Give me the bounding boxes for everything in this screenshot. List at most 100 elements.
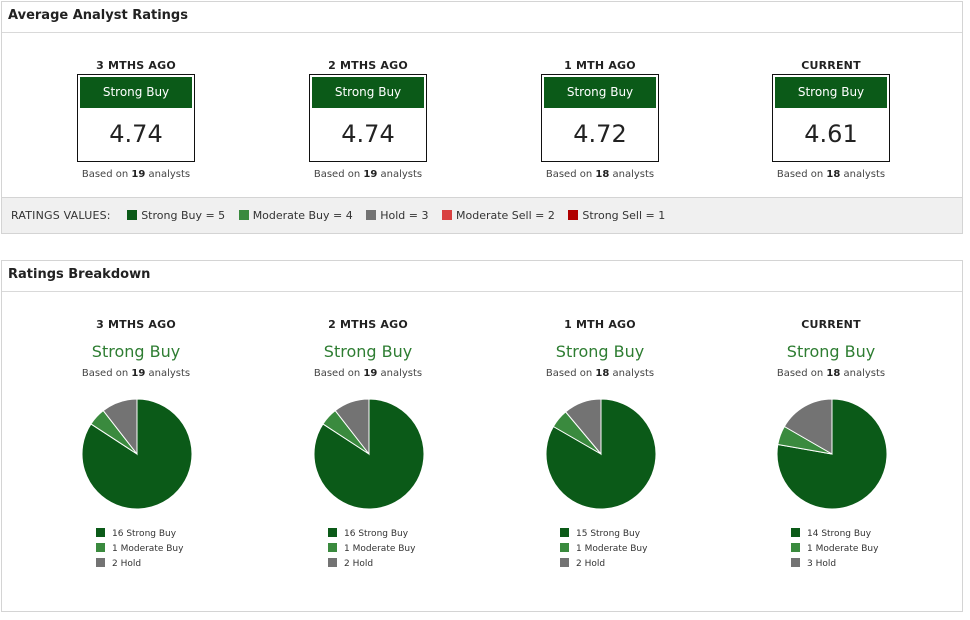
rating-score: 4.72	[573, 120, 627, 148]
pie-legend: 16 Strong Buy 1 Moderate Buy 2 Hold	[328, 528, 415, 573]
moderate-buy-swatch	[96, 543, 105, 552]
hold-swatch	[328, 558, 337, 567]
based-on-text: Based on 18 analysts	[545, 368, 655, 379]
period-label: 3 MTHS AGO	[96, 318, 176, 331]
legend-hold: 2 Hold	[560, 558, 647, 573]
strong-buy-swatch	[127, 210, 138, 220]
analyst-count: 19	[363, 368, 378, 379]
ratings-breakdown-panel: Ratings Breakdown 3 MTHS AGO Strong Buy …	[1, 260, 963, 612]
rating-label: Strong Buy	[775, 77, 887, 108]
analyst-count: 18	[826, 368, 841, 379]
pie-legend: 14 Strong Buy 1 Moderate Buy 3 Hold	[791, 528, 878, 573]
pie-chart	[313, 398, 425, 510]
rating-score: 4.74	[341, 120, 395, 148]
rating-label: Strong Buy	[555, 342, 645, 361]
analyst-count: 18	[595, 169, 610, 180]
period-label: 1 MTH AGO	[564, 318, 636, 331]
ratings-breakdown-title: Ratings Breakdown	[2, 261, 962, 292]
pie-chart	[776, 398, 888, 510]
strong-buy-swatch	[328, 528, 337, 537]
avg-col-1-month: 1 MTH AGO Strong Buy 4.72 Based on 18 an…	[500, 59, 700, 180]
pie-chart	[81, 398, 193, 510]
value-moderate-buy: Moderate Buy = 4	[238, 209, 353, 222]
legend-moderate-buy: 1 Moderate Buy	[560, 543, 647, 558]
legend-strong-buy: 16 Strong Buy	[328, 528, 415, 543]
rating-label: Strong Buy	[312, 77, 424, 108]
value-strong-sell: Strong Sell = 1	[568, 209, 665, 222]
legend-hold: 2 Hold	[328, 558, 415, 573]
period-label: 2 MTHS AGO	[328, 59, 408, 72]
average-ratings-title: Average Analyst Ratings	[2, 2, 962, 33]
breakdown-col-1-month: 1 MTH AGO Strong Buy Based on 18 analyst…	[500, 318, 700, 569]
rating-score: 4.61	[804, 120, 858, 148]
average-ratings-panel: Average Analyst Ratings 3 MTHS AGO Stron…	[1, 1, 963, 234]
period-label: 3 MTHS AGO	[96, 59, 176, 72]
pie-chart	[545, 398, 657, 510]
rating-label: Strong Buy	[80, 77, 192, 108]
avg-col-current: CURRENT Strong Buy 4.61 Based on 18 anal…	[731, 59, 931, 180]
pie-svg	[313, 398, 425, 510]
hold-slice	[564, 398, 602, 456]
period-label: 2 MTHS AGO	[328, 318, 408, 331]
rating-label: Strong Buy	[323, 342, 413, 361]
value-strong-buy: Strong Buy = 5	[127, 209, 225, 222]
pie-svg	[776, 398, 888, 510]
pie-legend: 15 Strong Buy 1 Moderate Buy 2 Hold	[560, 528, 647, 573]
breakdown-col-3-months: 3 MTHS AGO Strong Buy Based on 19 analys…	[36, 318, 236, 569]
legend-hold: 3 Hold	[791, 558, 878, 573]
based-on-text: Based on 19 analysts	[81, 169, 191, 180]
rating-box: Strong Buy 4.74	[77, 74, 195, 162]
rating-label: Strong Buy	[786, 342, 876, 361]
ratings-values-legend: RATINGS VALUES: Strong Buy = 5 Moderate …	[2, 197, 962, 233]
rating-box: Strong Buy 4.74	[309, 74, 427, 162]
period-label: CURRENT	[801, 59, 861, 72]
avg-col-2-months: 2 MTHS AGO Strong Buy 4.74 Based on 19 a…	[268, 59, 468, 180]
moderate-sell-swatch	[442, 210, 452, 220]
hold-slice	[102, 398, 138, 456]
strong-buy-swatch	[560, 528, 569, 537]
legend-moderate-buy: 1 Moderate Buy	[96, 543, 183, 558]
based-on-text: Based on 18 analysts	[776, 368, 886, 379]
analyst-count: 19	[363, 169, 378, 180]
value-hold: Hold = 3	[366, 209, 429, 222]
analyst-count: 18	[595, 368, 610, 379]
hold-swatch	[560, 558, 569, 567]
moderate-buy-swatch	[328, 543, 337, 552]
pie-svg	[81, 398, 193, 510]
rating-label: Strong Buy	[544, 77, 656, 108]
based-on-text: Based on 19 analysts	[81, 368, 191, 379]
analyst-count: 19	[131, 368, 146, 379]
hold-slice	[334, 398, 370, 456]
rating-box: Strong Buy 4.72	[541, 74, 659, 162]
based-on-text: Based on 18 analysts	[776, 169, 886, 180]
rating-label: Strong Buy	[91, 342, 181, 361]
moderate-buy-swatch	[791, 543, 800, 552]
legend-hold: 2 Hold	[96, 558, 183, 573]
legend-strong-buy: 15 Strong Buy	[560, 528, 647, 543]
legend-strong-buy: 14 Strong Buy	[791, 528, 878, 543]
rating-box: Strong Buy 4.61	[772, 74, 890, 162]
rating-score: 4.74	[109, 120, 163, 148]
breakdown-col-2-months: 2 MTHS AGO Strong Buy Based on 19 analys…	[268, 318, 468, 569]
value-moderate-sell: Moderate Sell = 2	[442, 209, 555, 222]
analyst-count: 19	[131, 169, 146, 180]
period-label: 1 MTH AGO	[564, 59, 636, 72]
based-on-text: Based on 19 analysts	[313, 169, 423, 180]
legend-moderate-buy: 1 Moderate Buy	[791, 543, 878, 558]
hold-swatch	[366, 210, 377, 220]
based-on-text: Based on 18 analysts	[545, 169, 655, 180]
strong-sell-swatch	[568, 210, 579, 220]
legend-strong-buy: 16 Strong Buy	[96, 528, 183, 543]
hold-swatch	[96, 558, 105, 567]
hold-swatch	[791, 558, 800, 567]
ratings-values-label: RATINGS VALUES:	[11, 209, 111, 222]
breakdown-col-current: CURRENT Strong Buy Based on 18 analysts …	[731, 318, 931, 569]
strong-buy-swatch	[96, 528, 105, 537]
moderate-buy-swatch	[560, 543, 569, 552]
pie-svg	[545, 398, 657, 510]
legend-moderate-buy: 1 Moderate Buy	[328, 543, 415, 558]
hold-slice	[783, 398, 833, 455]
analyst-count: 18	[826, 169, 841, 180]
based-on-text: Based on 19 analysts	[313, 368, 423, 379]
period-label: CURRENT	[801, 318, 861, 331]
